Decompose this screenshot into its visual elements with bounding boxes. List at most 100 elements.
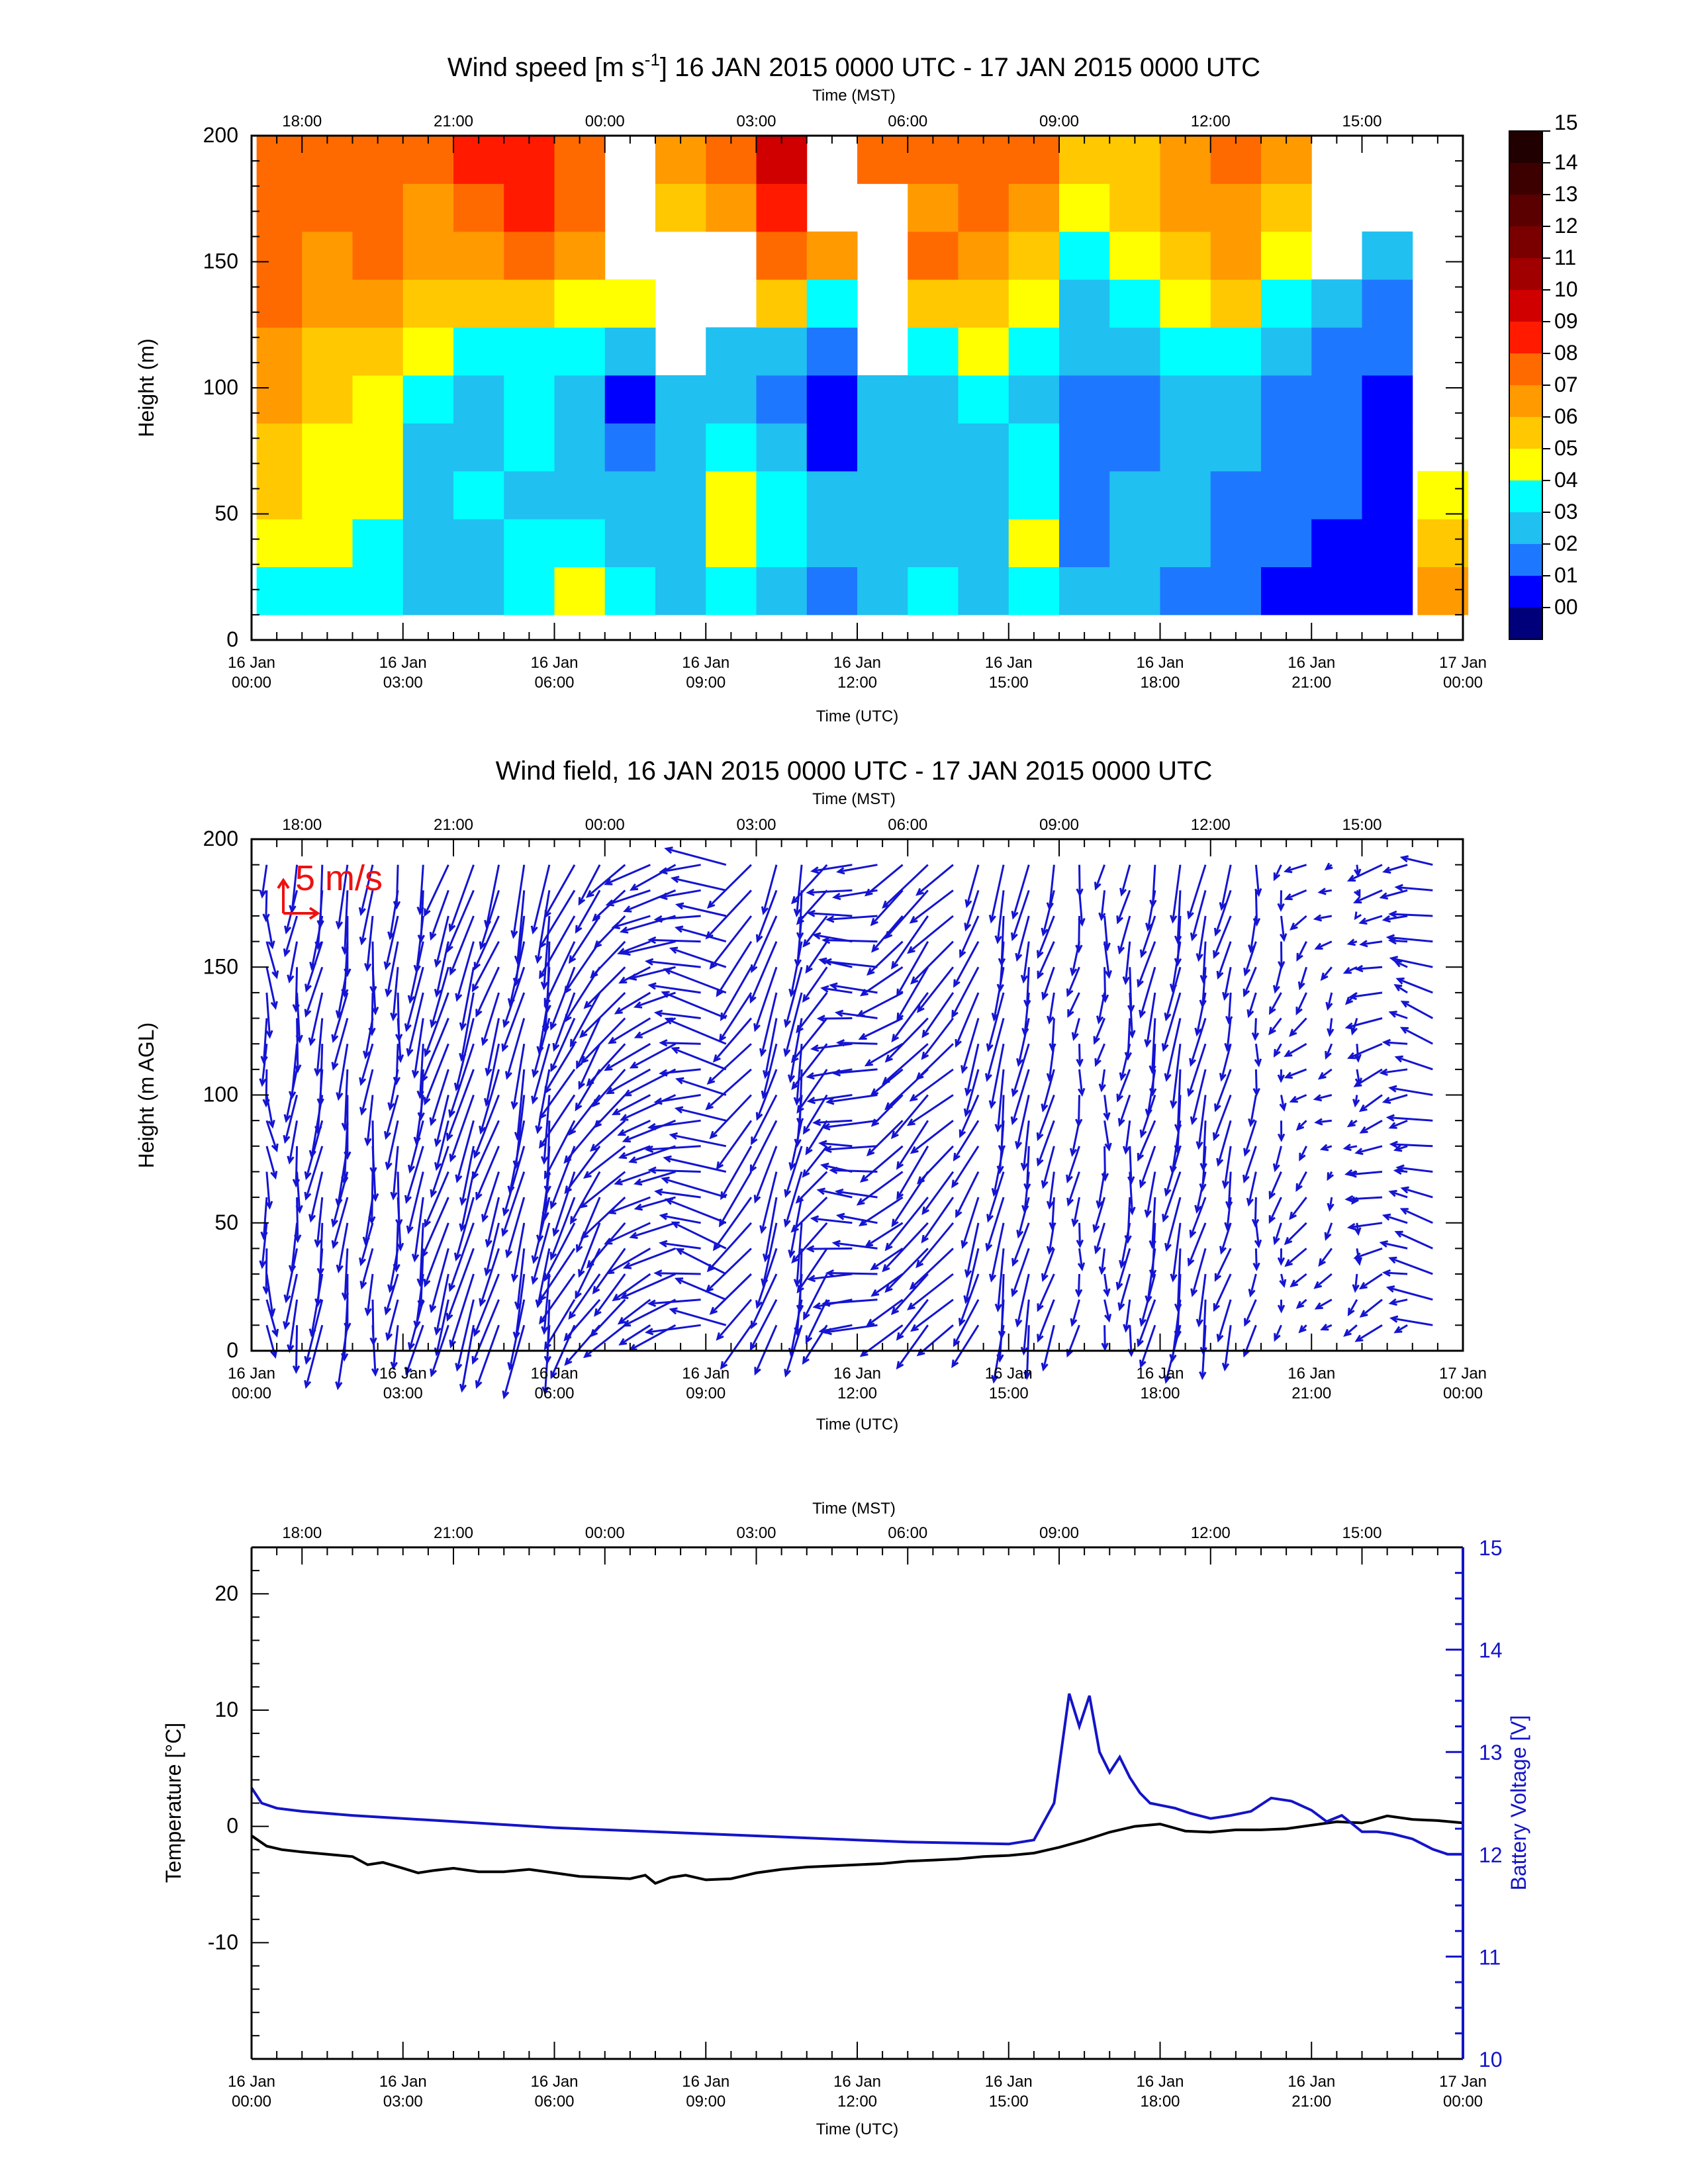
timeseries-plot-bg — [252, 1547, 1463, 2059]
wind-vector — [259, 1222, 268, 1269]
windspeed-cell — [352, 231, 404, 280]
wind-vector — [459, 1325, 475, 1393]
colorbar-swatch — [1509, 353, 1542, 386]
wind-vector — [395, 1171, 403, 1228]
wind-vector — [664, 1198, 727, 1224]
wind-vector — [751, 1094, 778, 1146]
windspeed-cell — [706, 471, 757, 520]
wind-vector — [1389, 956, 1433, 968]
wind-vector — [629, 1042, 677, 1069]
wind-vector — [921, 1171, 955, 1215]
wind-vector — [753, 1146, 778, 1204]
wind-vector — [1354, 1044, 1362, 1063]
windspeed-cell — [706, 423, 757, 472]
wind-vector — [434, 941, 449, 998]
wind-vector — [866, 1120, 904, 1157]
y-tick-label: 200 — [203, 827, 238, 850]
wind-vector — [359, 1248, 374, 1290]
wind-vector — [1174, 890, 1182, 944]
wind-vector — [1162, 1171, 1182, 1223]
wind-vector — [916, 966, 955, 1013]
wind-vector — [1388, 1119, 1408, 1129]
wind-vector — [1190, 1248, 1207, 1298]
wind-vector — [344, 916, 352, 978]
wind-vector — [1124, 1197, 1132, 1244]
wind-vector — [539, 889, 576, 950]
wind-vector — [1382, 1094, 1408, 1104]
wind-vector — [1224, 1018, 1232, 1052]
wind-vector — [891, 992, 929, 1043]
windfield-scale-key: 5 m/s — [277, 858, 383, 920]
windspeed-cell — [1311, 567, 1362, 615]
wind-vector — [1071, 1018, 1080, 1041]
x-tick-label-day: 16 Jan — [985, 2073, 1033, 2091]
windspeed-cell — [402, 519, 454, 568]
wind-vector — [583, 1145, 626, 1179]
wind-vector — [909, 889, 954, 924]
windspeed-cell — [1362, 375, 1413, 424]
windspeed-cell — [857, 471, 908, 520]
wind-vector — [1243, 1120, 1257, 1157]
windspeed-cell — [302, 423, 353, 472]
wind-vector — [578, 864, 601, 906]
windspeed-cell — [1059, 375, 1110, 424]
wind-vector — [791, 1222, 828, 1264]
wind-vector — [882, 1222, 929, 1273]
windspeed-cells — [256, 136, 1469, 615]
mst-tick-label: 03:00 — [736, 816, 776, 834]
wind-vector — [1036, 1120, 1055, 1167]
windspeed-cell — [256, 231, 308, 280]
wind-vector — [1296, 940, 1307, 962]
wind-vector — [755, 1248, 778, 1309]
wind-vector — [1388, 1298, 1408, 1306]
wind-vector — [1389, 1140, 1433, 1149]
timeseries-mst-ticks: 18:00 21:00 00:00 03:00 06:00 09:00 12:00 15:00 — [282, 1524, 1382, 1542]
x-tick-label-time: 00:00 — [1443, 1385, 1483, 1402]
windspeed-cell — [806, 375, 858, 424]
wind-vector — [835, 1212, 878, 1224]
wind-vector — [706, 1043, 752, 1085]
windspeed-cell — [857, 136, 908, 184]
wind-vector — [884, 889, 929, 940]
wind-vector — [896, 1120, 929, 1170]
wind-vector — [1359, 940, 1383, 948]
x-tick-label-time: 12:00 — [837, 674, 877, 692]
wind-vector — [1320, 966, 1333, 981]
wind-vector — [793, 1044, 803, 1106]
wind-vector — [283, 1248, 299, 1304]
wind-vector — [796, 889, 828, 925]
wind-vector — [605, 1068, 651, 1095]
wind-vector — [295, 992, 303, 1044]
wind-vector — [674, 925, 727, 943]
wind-vector — [265, 1299, 279, 1338]
wind-vector — [510, 864, 526, 939]
wind-vector — [1252, 1248, 1260, 1271]
wind-vector — [761, 1043, 778, 1100]
wind-vector — [510, 1043, 526, 1111]
wind-vector — [1020, 1299, 1030, 1356]
wind-vector — [589, 1120, 626, 1152]
windspeed-cell — [1362, 327, 1413, 376]
windspeed-cell — [352, 471, 404, 520]
x-tick-label-day: 16 Jan — [1288, 1365, 1335, 1383]
wind-vector — [612, 1273, 651, 1302]
windspeed-cell — [352, 136, 404, 184]
wind-vector — [816, 1187, 853, 1199]
wind-vector — [406, 992, 424, 1058]
colorbar-label: 04 — [1554, 468, 1578, 492]
wind-vector — [1254, 1222, 1262, 1249]
mst-tick-label: 18:00 — [282, 1524, 322, 1542]
windspeed-panel: Wind speed [m s-1] 16 JAN 2015 0000 UTC … — [134, 50, 1578, 725]
wind-vector — [1400, 1186, 1433, 1199]
wind-vector — [283, 915, 299, 958]
wind-vector — [1318, 1248, 1333, 1267]
wind-vector — [994, 1069, 1005, 1133]
wind-vector — [720, 1324, 753, 1370]
windspeed-cell — [1160, 567, 1211, 615]
wind-vector — [568, 1273, 601, 1320]
windspeed-cell — [453, 279, 504, 328]
windspeed-cell — [706, 136, 757, 184]
wind-vector — [514, 1069, 526, 1141]
wind-vector — [790, 1197, 828, 1233]
